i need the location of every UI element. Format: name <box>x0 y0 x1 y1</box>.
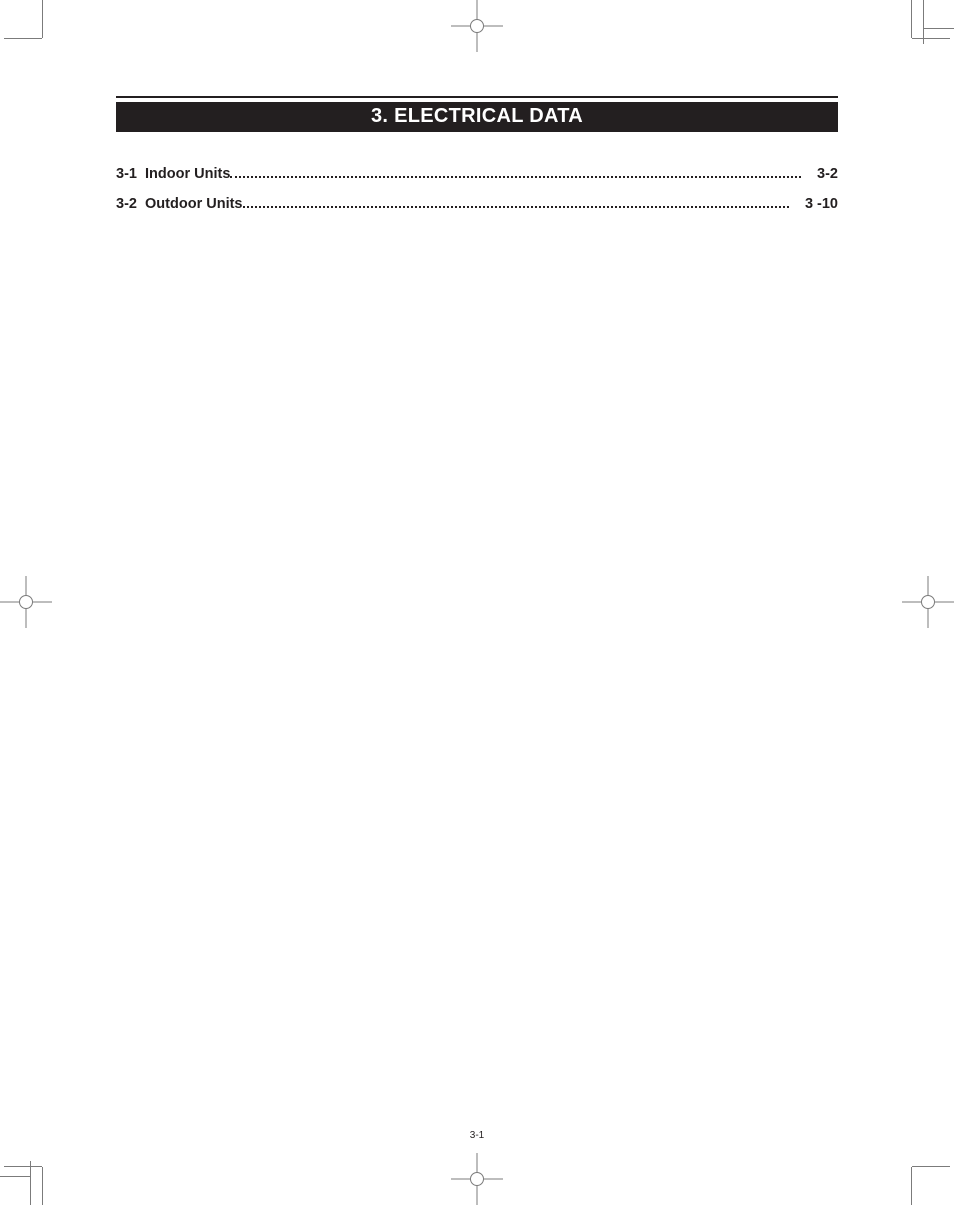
toc-entry: 3-1 Indoor Units 3-2 <box>116 166 838 182</box>
toc-entry-page: 3-2 <box>805 166 838 182</box>
toc-entry-page: 3 -10 <box>793 196 838 212</box>
toc-entry-num: 3-1 <box>116 166 137 182</box>
page-number: 3-1 <box>470 1130 484 1141</box>
registration-mark-bottom <box>451 1153 503 1205</box>
section-title-text: 3. ELECTRICAL DATA <box>371 105 583 127</box>
registration-mark-right <box>902 576 954 628</box>
table-of-contents: 3-1 Indoor Units 3-2 3-2 Outdoor Units 3… <box>116 166 838 212</box>
section-title-bar: 3. ELECTRICAL DATA <box>116 102 838 132</box>
page-content: 3. ELECTRICAL DATA 3-1 Indoor Units 3-2 … <box>116 96 838 1145</box>
toc-entry-num: 3-2 <box>116 196 137 212</box>
toc-entry-label: Indoor Units <box>137 166 230 182</box>
registration-mark-left <box>0 576 52 628</box>
title-rule <box>116 96 838 98</box>
toc-leader-dots <box>230 176 801 178</box>
toc-leader-dots <box>243 206 789 208</box>
registration-mark-top <box>451 0 503 52</box>
toc-entry-label: Outdoor Units <box>137 196 243 212</box>
toc-entry: 3-2 Outdoor Units 3 -10 <box>116 196 838 212</box>
